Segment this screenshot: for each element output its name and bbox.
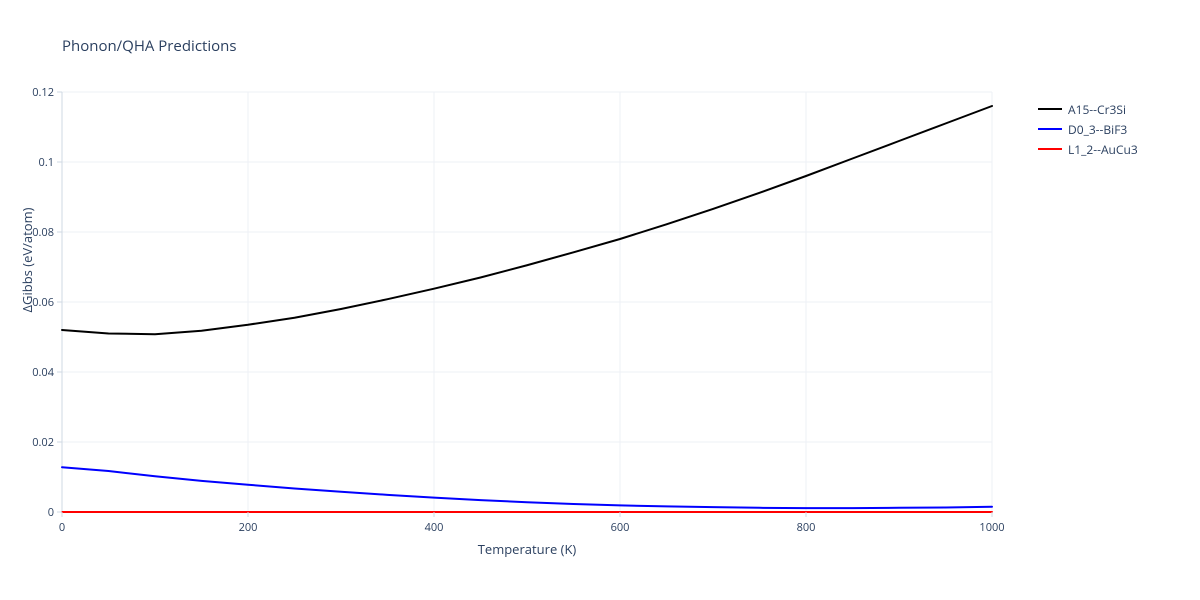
x-tick: 800 — [786, 520, 826, 535]
legend-label: L1_2--AuCu3 — [1068, 141, 1138, 158]
y-tick: 0.08 — [32, 225, 54, 240]
legend: A15--Cr3Si D0_3--BiF3 L1_2--AuCu3 — [1038, 100, 1138, 160]
legend-item[interactable]: A15--Cr3Si — [1038, 100, 1138, 118]
x-tick: 200 — [228, 520, 268, 535]
x-tick: 400 — [414, 520, 454, 535]
legend-item[interactable]: D0_3--BiF3 — [1038, 120, 1138, 138]
y-tick: 0.1 — [39, 155, 54, 170]
y-tick: 0.12 — [32, 85, 54, 100]
y-tick: 0.02 — [32, 435, 54, 450]
legend-label: A15--Cr3Si — [1068, 101, 1126, 118]
legend-swatch — [1038, 108, 1062, 110]
x-axis-label: Temperature (K) — [62, 540, 992, 558]
legend-swatch — [1038, 148, 1062, 150]
plot-area — [0, 0, 1200, 600]
x-tick: 1000 — [972, 520, 1012, 535]
x-tick: 0 — [42, 520, 82, 535]
chart-container: Phonon/QHA Predictions ΔGibbs (eV/atom) … — [0, 0, 1200, 600]
y-tick: 0.04 — [32, 365, 54, 380]
legend-label: D0_3--BiF3 — [1068, 121, 1127, 138]
y-tick: 0.06 — [32, 295, 54, 310]
legend-item[interactable]: L1_2--AuCu3 — [1038, 140, 1138, 158]
y-axis-label: ΔGibbs (eV/atom) — [18, 160, 36, 360]
legend-swatch — [1038, 128, 1062, 130]
y-tick: 0 — [48, 505, 54, 520]
x-tick: 600 — [600, 520, 640, 535]
